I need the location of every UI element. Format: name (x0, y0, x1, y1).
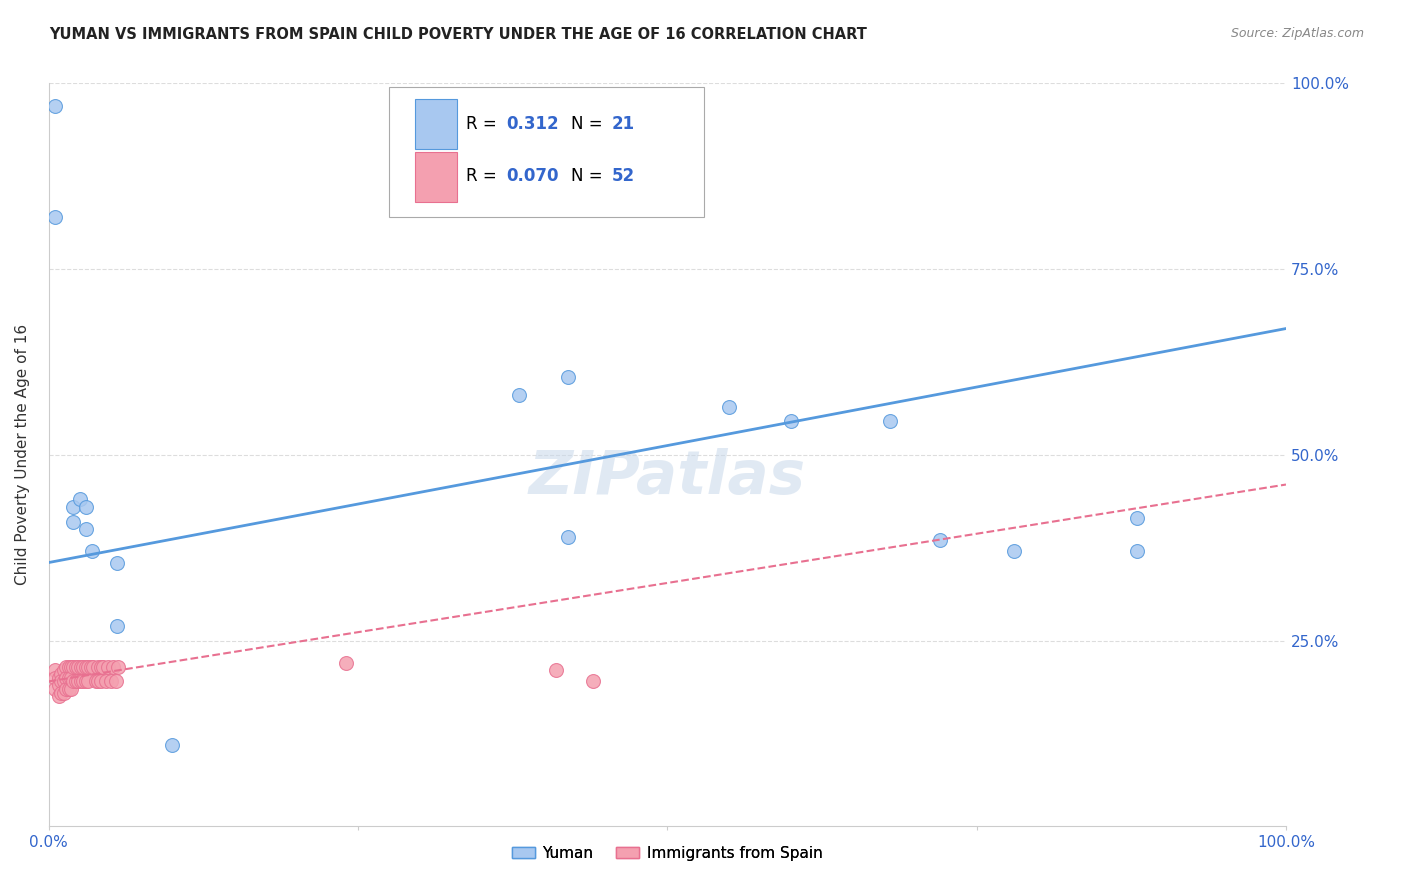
Point (544, 663, 567, 677)
Point (70, 674, 93, 689)
Point (72, 659, 94, 673)
Point (72, 674, 94, 689)
Point (100, 674, 122, 689)
Point (44, 671, 66, 685)
Point (55, 671, 77, 685)
Text: N =: N = (571, 114, 607, 133)
Point (94, 674, 117, 689)
Text: 21: 21 (612, 114, 634, 133)
Point (105, 618, 128, 632)
Point (70, 659, 93, 673)
Point (508, 388, 530, 402)
Point (77, 659, 100, 673)
Point (557, 369, 579, 384)
Point (335, 656, 357, 670)
Point (60, 681, 83, 696)
FancyBboxPatch shape (415, 99, 457, 149)
Point (84, 674, 107, 689)
Point (65, 674, 87, 689)
Point (75, 674, 97, 689)
Point (80, 544, 103, 558)
Point (55, 681, 77, 696)
Point (52, 663, 75, 677)
Point (62, 500, 84, 514)
Point (67, 659, 90, 673)
FancyBboxPatch shape (415, 152, 457, 202)
Point (780, 414, 803, 428)
Point (60, 659, 83, 673)
Y-axis label: Child Poverty Under the Age of 16: Child Poverty Under the Age of 16 (15, 325, 30, 585)
Point (49, 667, 72, 681)
Legend: Yuman, Immigrants from Spain: Yuman, Immigrants from Spain (506, 839, 830, 867)
Point (44, 99, 66, 113)
Text: YUMAN VS IMMIGRANTS FROM SPAIN CHILD POVERTY UNDER THE AGE OF 16 CORRELATION CHA: YUMAN VS IMMIGRANTS FROM SPAIN CHILD POV… (49, 27, 868, 42)
Point (75, 522, 97, 536)
Point (75, 659, 97, 673)
Point (97, 659, 120, 673)
Point (90, 659, 112, 673)
Point (91, 659, 114, 673)
Point (82, 659, 104, 673)
Point (62, 659, 84, 673)
Point (1002, 544, 1025, 558)
Point (928, 533, 950, 548)
Point (101, 659, 124, 673)
Point (44, 663, 66, 677)
Point (75, 500, 97, 514)
Point (58, 671, 80, 685)
Point (58, 659, 80, 673)
Text: 52: 52 (612, 168, 634, 186)
Point (62, 674, 84, 689)
Point (105, 556, 128, 570)
Point (60, 671, 83, 685)
Point (582, 674, 605, 689)
Point (104, 674, 127, 689)
Point (48, 690, 70, 704)
Point (162, 738, 184, 752)
Point (55, 659, 77, 673)
Point (718, 400, 741, 414)
Point (65, 659, 87, 673)
Point (80, 659, 103, 673)
Text: N =: N = (571, 168, 607, 186)
Point (77, 674, 100, 689)
Text: R =: R = (465, 168, 502, 186)
Text: ZIPatlas: ZIPatlas (529, 448, 806, 507)
Point (52, 685, 75, 699)
Point (87, 659, 110, 673)
Point (58, 681, 80, 696)
Point (48, 678, 70, 692)
Point (90, 674, 112, 689)
Point (48, 671, 70, 685)
Point (1126, 544, 1149, 558)
Point (107, 659, 129, 673)
Text: 0.312: 0.312 (506, 114, 560, 133)
Point (49, 674, 72, 689)
Text: 0.070: 0.070 (506, 168, 560, 186)
Point (557, 529, 579, 543)
Text: R =: R = (465, 114, 502, 133)
Text: Source: ZipAtlas.com: Source: ZipAtlas.com (1230, 27, 1364, 40)
Point (879, 414, 901, 428)
Point (87, 674, 110, 689)
Point (62, 515, 84, 529)
Point (44, 210, 66, 224)
Point (69, 492, 91, 507)
Point (49, 685, 72, 699)
Point (52, 674, 75, 689)
Point (44, 681, 66, 696)
FancyBboxPatch shape (389, 87, 704, 217)
Point (67, 674, 90, 689)
Point (1126, 511, 1149, 525)
